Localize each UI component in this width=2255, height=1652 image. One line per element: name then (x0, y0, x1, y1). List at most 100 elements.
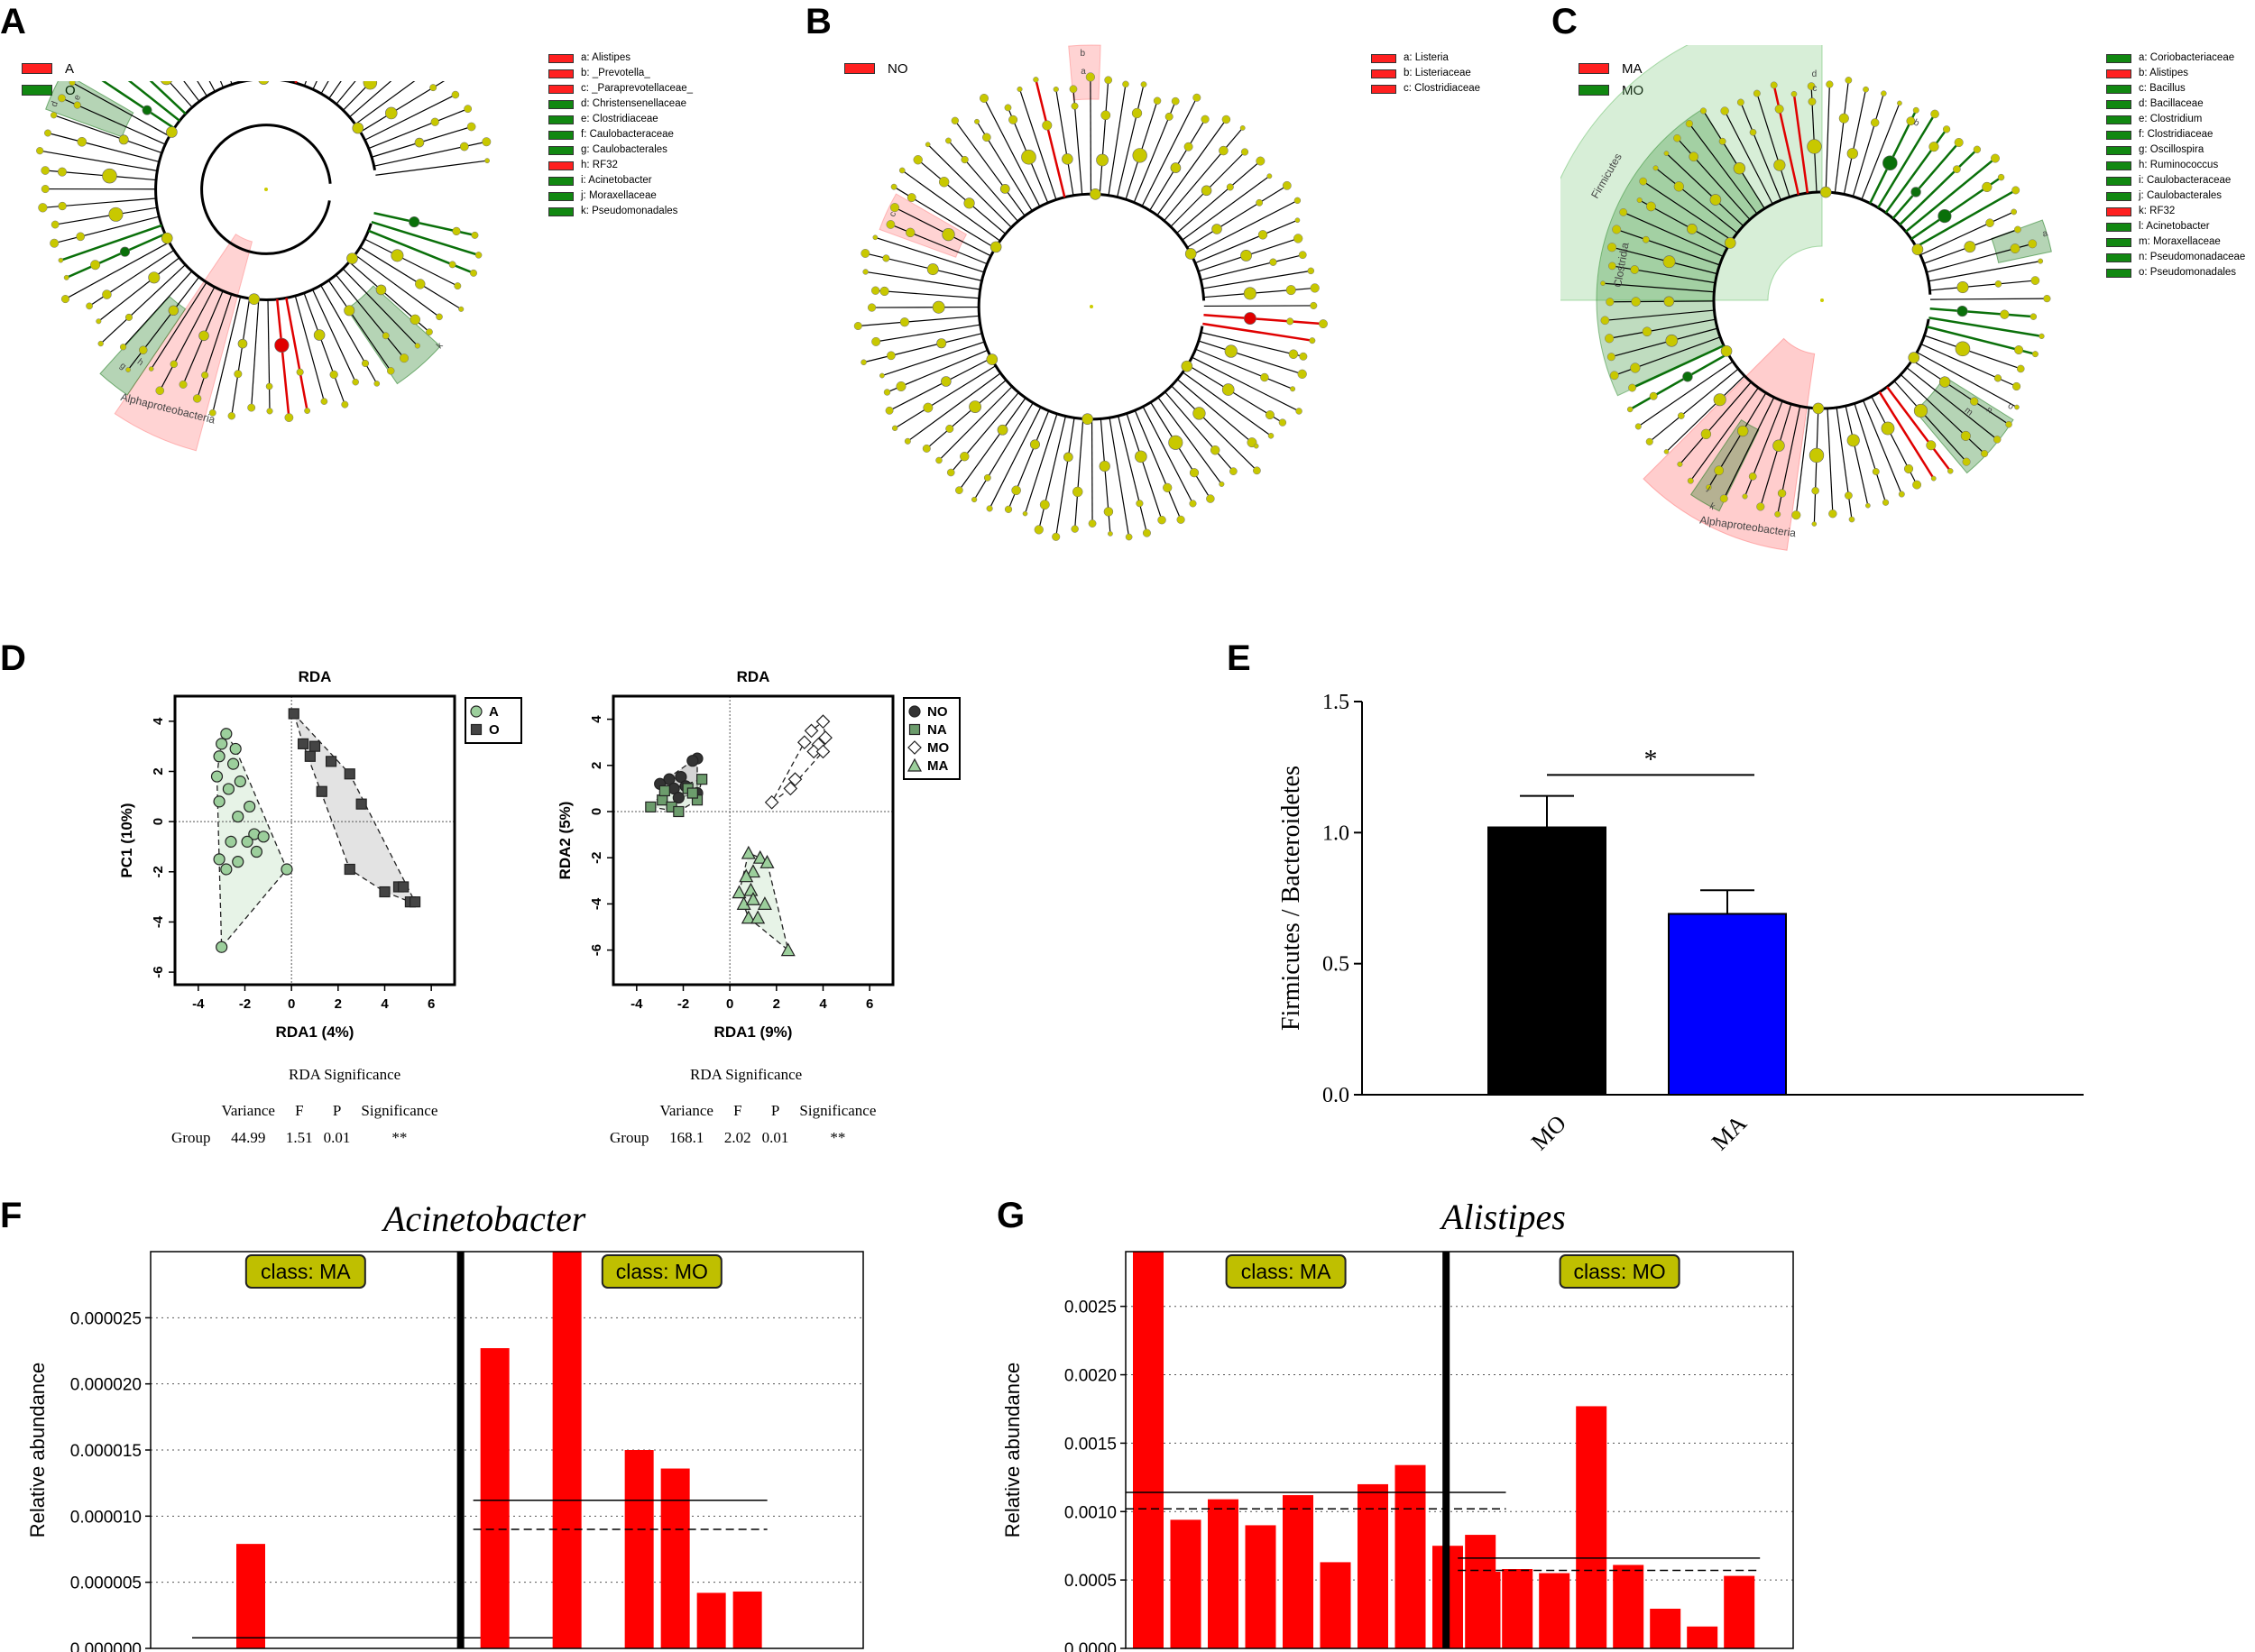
taxa-legend-item: h: Ruminococcus (2106, 158, 2245, 173)
clade-node (907, 193, 916, 202)
leaf-node (1290, 386, 1296, 392)
branch (354, 254, 440, 317)
branch (364, 94, 456, 141)
legend-swatch (844, 63, 875, 74)
chart-title-f: Acinetobacter (383, 1198, 586, 1239)
taxa-label: b: _Prevotella_ (581, 68, 650, 78)
table-cell (171, 1102, 221, 1129)
taxa-legend-item: j: Moraxellaceae (548, 188, 693, 204)
clade-node (1845, 491, 1853, 500)
clade-node (142, 105, 152, 115)
legend-label: MO (927, 740, 949, 756)
data-point (787, 772, 803, 787)
leaf-node (1310, 283, 1320, 293)
taxa-legend-item: e: Clostridium (2106, 112, 2245, 127)
class-arc (1712, 190, 1932, 410)
leaf-node (1253, 443, 1259, 449)
clade-node (983, 473, 991, 482)
leaf-node (890, 183, 897, 190)
branch (1740, 102, 1781, 201)
y-tick-label: 0.000020 (70, 1376, 142, 1395)
leaf-node (1229, 467, 1238, 475)
leaf-node (1645, 437, 1653, 445)
leaf-node (1828, 509, 1837, 519)
x-tick-label: MO (1526, 1110, 1571, 1155)
leaf-node (1930, 109, 1939, 119)
chart-title-g: Alistipes (1441, 1197, 1566, 1237)
plot-title: RDA (299, 668, 332, 685)
branch (53, 115, 162, 154)
data-point (226, 757, 240, 770)
branch (1836, 407, 1853, 520)
leaf-node (986, 505, 993, 512)
class-node (248, 293, 260, 305)
clade-node (1809, 447, 1825, 463)
leaf-node (1811, 521, 1818, 527)
leaf-node (1140, 81, 1147, 88)
branch (1201, 254, 1303, 280)
data-point (398, 881, 410, 893)
leaf-node (1612, 225, 1622, 234)
class-label: class: MA (1225, 1254, 1347, 1289)
clade-node (1163, 482, 1173, 492)
clade-node (234, 370, 243, 379)
rda-plot-left: RDA -4 -2 0 2 4 6 4 2 0 -2 -4 -6 RDA1 (4%) PC1 (10%) AO (118, 668, 522, 1041)
taxa-legend-item: k: RF32 (2106, 204, 2245, 219)
taxa-legend-item: l: Acinetobacter (2106, 219, 2245, 234)
y-tick-label: 1.0 (1322, 821, 1349, 845)
data-point (764, 794, 779, 810)
clade-node (1063, 452, 1073, 463)
data-point (796, 735, 812, 750)
leaf-node (304, 408, 311, 414)
data-point (658, 785, 670, 797)
leaf-node (86, 302, 93, 310)
branch (1164, 391, 1234, 473)
clade-node (361, 359, 370, 367)
clade-letter: d (1812, 69, 1818, 79)
leaf-node (1309, 337, 1316, 344)
taxa-legend-item: f: Clostridiaceae (2106, 127, 2245, 142)
leaf-node (1071, 525, 1079, 533)
branch (1055, 418, 1075, 537)
clade-node (1772, 439, 1785, 452)
clade-node (1243, 312, 1256, 325)
table-cell: F (295, 1102, 304, 1119)
class-node (1911, 243, 1924, 255)
branch (1884, 128, 1948, 214)
leaf-node (1673, 133, 1681, 142)
branch (1164, 127, 1244, 222)
clade-letter: h (135, 357, 145, 368)
legend-swatch (548, 69, 574, 78)
taxa-legend-item: n: Pseudomonadaceae (2106, 250, 2245, 265)
clade-node (118, 134, 129, 145)
data-point (818, 730, 833, 745)
data-point (234, 776, 246, 788)
leaf-node (1790, 90, 1798, 97)
clade-node (329, 370, 338, 379)
leaf-node (1930, 475, 1937, 482)
leaf-node (1897, 100, 1902, 106)
y-axis-label: Relative abundance (27, 1363, 49, 1537)
clade-node (1663, 296, 1675, 307)
leaf-node (1022, 510, 1028, 517)
clade-node (1183, 142, 1193, 151)
clade-node (363, 81, 378, 90)
clade-node (1913, 403, 1928, 418)
leaf-node (1791, 510, 1801, 520)
clade-node (1008, 115, 1018, 124)
taxa-legend-item: e: Clostridiaceae (548, 112, 693, 127)
branch (1792, 94, 1809, 194)
y-tick-label: -2 (589, 852, 604, 864)
leaf-node (1206, 494, 1215, 503)
abundance-bar (1613, 1565, 1644, 1648)
taxa-label: a: Listeria (1404, 52, 1449, 63)
leaf-node (1239, 125, 1246, 131)
branch (1126, 413, 1163, 520)
rda-table-right: Variance F P Significance Group 168.1 2.02 0.01… (610, 1102, 887, 1156)
leaf-node (1171, 96, 1180, 106)
cladogram-b: ba c (853, 44, 1328, 541)
legend-swatch (548, 176, 574, 186)
taxa-legend-item: h: RF32 (548, 158, 693, 173)
legend-swatch (1371, 84, 1396, 94)
table-cell: 168.1 (669, 1129, 704, 1146)
